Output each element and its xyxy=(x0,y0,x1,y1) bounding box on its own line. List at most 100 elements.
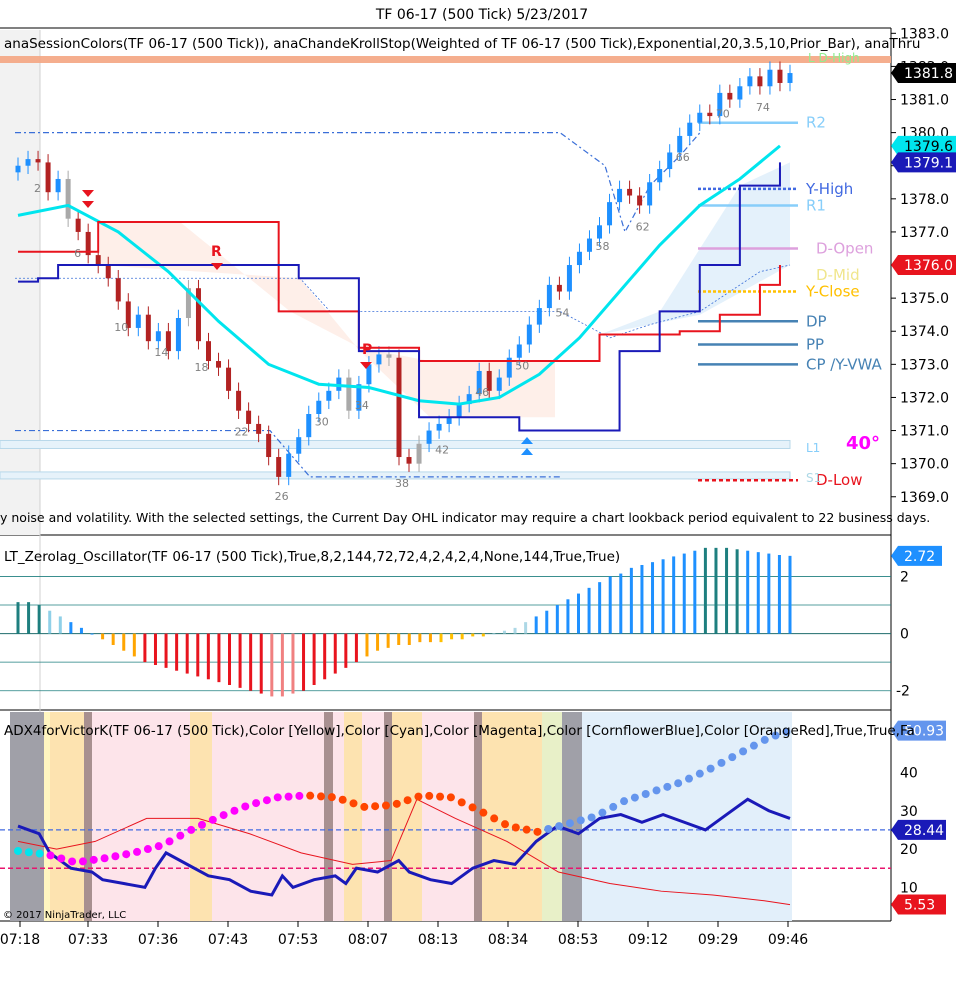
adx-dot xyxy=(35,849,44,858)
adx-background-band xyxy=(84,712,92,921)
candle-body xyxy=(55,178,61,193)
level-label: PP xyxy=(806,335,824,353)
adx-background-band xyxy=(384,712,392,921)
time-tick-label: 09:46 xyxy=(768,932,808,948)
candle-body xyxy=(787,73,793,83)
adx-dot xyxy=(641,789,650,798)
candle-body xyxy=(286,453,292,477)
bar-number-label: 38 xyxy=(395,477,409,490)
candle-body xyxy=(205,341,211,362)
adx-badge-text: 28.44 xyxy=(904,823,944,839)
oscillator-bar xyxy=(58,616,62,634)
candle-body xyxy=(416,443,422,464)
oscillator-bar xyxy=(323,633,327,680)
oscillator-bar xyxy=(714,547,718,634)
oscillator-label: LT_Zerolag_Oscillator(TF 06-17 (500 Tick… xyxy=(4,549,620,565)
candle-body xyxy=(115,278,121,302)
level-label: L1 xyxy=(806,441,820,455)
bar-number-label: 58 xyxy=(596,240,610,253)
price-badge xyxy=(891,255,956,276)
adx-dot xyxy=(674,779,683,788)
oscillator-bar xyxy=(69,622,73,634)
oscillator-panel xyxy=(0,547,891,697)
adx-dot xyxy=(133,847,142,856)
adx-dot xyxy=(187,825,196,834)
oscillator-bar xyxy=(619,573,623,634)
candle-body xyxy=(526,324,532,345)
candle-body xyxy=(747,76,753,87)
adx-dot xyxy=(457,798,466,807)
price-tick-label: 1370.0 xyxy=(900,457,949,473)
adx-background-band xyxy=(392,712,422,921)
oscillator-bar xyxy=(333,633,337,674)
adx-dot xyxy=(122,850,131,859)
top-level-label: L D-High xyxy=(808,51,860,65)
oscillator-bar xyxy=(735,549,739,634)
adx-background-band xyxy=(324,712,333,921)
p-marker: P xyxy=(362,342,372,358)
candle-body xyxy=(185,288,191,318)
bar-number-label: 26 xyxy=(275,490,289,503)
oscillator-bar xyxy=(101,633,105,640)
adx-dot xyxy=(57,854,66,863)
adx-dot xyxy=(782,727,791,736)
adx-dot xyxy=(620,797,629,806)
down-arrow-marker xyxy=(211,263,223,270)
candle-body xyxy=(536,308,542,325)
candle-body xyxy=(677,135,683,153)
minus-di-line xyxy=(17,798,791,906)
oscillator-bar xyxy=(725,547,729,634)
adx-badge-text: 50.93 xyxy=(904,724,944,740)
bar-number-label: 46 xyxy=(475,386,489,399)
bar-number-label: 22 xyxy=(235,426,249,439)
down-arrow-marker xyxy=(360,362,372,369)
oscillator-bar xyxy=(217,633,221,683)
candle-body xyxy=(155,331,161,342)
candle-body xyxy=(426,430,432,444)
price-indicator-label: anaSessionColors(TF 06-17 (500 Tick)), a… xyxy=(4,36,920,52)
adx-background-band xyxy=(212,712,324,921)
time-tick-label: 08:07 xyxy=(348,932,388,948)
adx-tick-label: 10 xyxy=(900,880,918,896)
level-label: R1 xyxy=(806,196,826,214)
candle-body xyxy=(346,377,352,411)
oscillator-bar xyxy=(407,633,411,645)
adx-dot xyxy=(598,808,607,817)
adx-label: ADX4forVictorK(TF 06-17 (500 Tick),Color… xyxy=(4,723,915,739)
adx-dot xyxy=(381,801,390,810)
oscillator-bar xyxy=(788,555,792,634)
adx-dot xyxy=(652,786,661,795)
time-tick-label: 07:36 xyxy=(138,932,178,948)
level-label: CP /Y-VWA xyxy=(806,355,883,373)
adx-background-band xyxy=(474,712,482,921)
adx-panel xyxy=(0,712,891,921)
adx-dot xyxy=(24,848,33,857)
adx-dot xyxy=(717,758,726,767)
adx-tick-label: 20 xyxy=(900,842,918,858)
oscillator-bar xyxy=(354,633,358,663)
adx-dot xyxy=(252,799,261,808)
adx-background-band xyxy=(562,712,582,921)
candle-body xyxy=(45,162,51,193)
candle-body xyxy=(657,169,663,183)
adx-dot xyxy=(14,846,22,855)
oscillator-bar xyxy=(238,633,242,688)
candle-body xyxy=(135,314,141,328)
oscillator-bar xyxy=(428,633,432,643)
angle-readout: 40° xyxy=(846,433,880,454)
price-tick-label: 1378.0 xyxy=(900,192,949,208)
bar-number-label: 62 xyxy=(636,220,650,233)
oscillator-bar xyxy=(651,562,655,634)
adx-dot xyxy=(760,735,769,744)
oscillator-bar xyxy=(376,633,380,651)
time-tick-label: 07:18 xyxy=(0,932,40,948)
level-label: Y-Close xyxy=(805,283,860,301)
adx-dot xyxy=(728,753,737,762)
adx-dot xyxy=(219,811,228,820)
adx-dot xyxy=(706,764,715,773)
adx-dot xyxy=(403,796,412,805)
down-arrow-marker xyxy=(82,201,94,208)
price-tick-label: 1377.0 xyxy=(900,225,949,241)
bar-number-label: 10 xyxy=(114,321,128,334)
l1-zone xyxy=(0,439,791,449)
